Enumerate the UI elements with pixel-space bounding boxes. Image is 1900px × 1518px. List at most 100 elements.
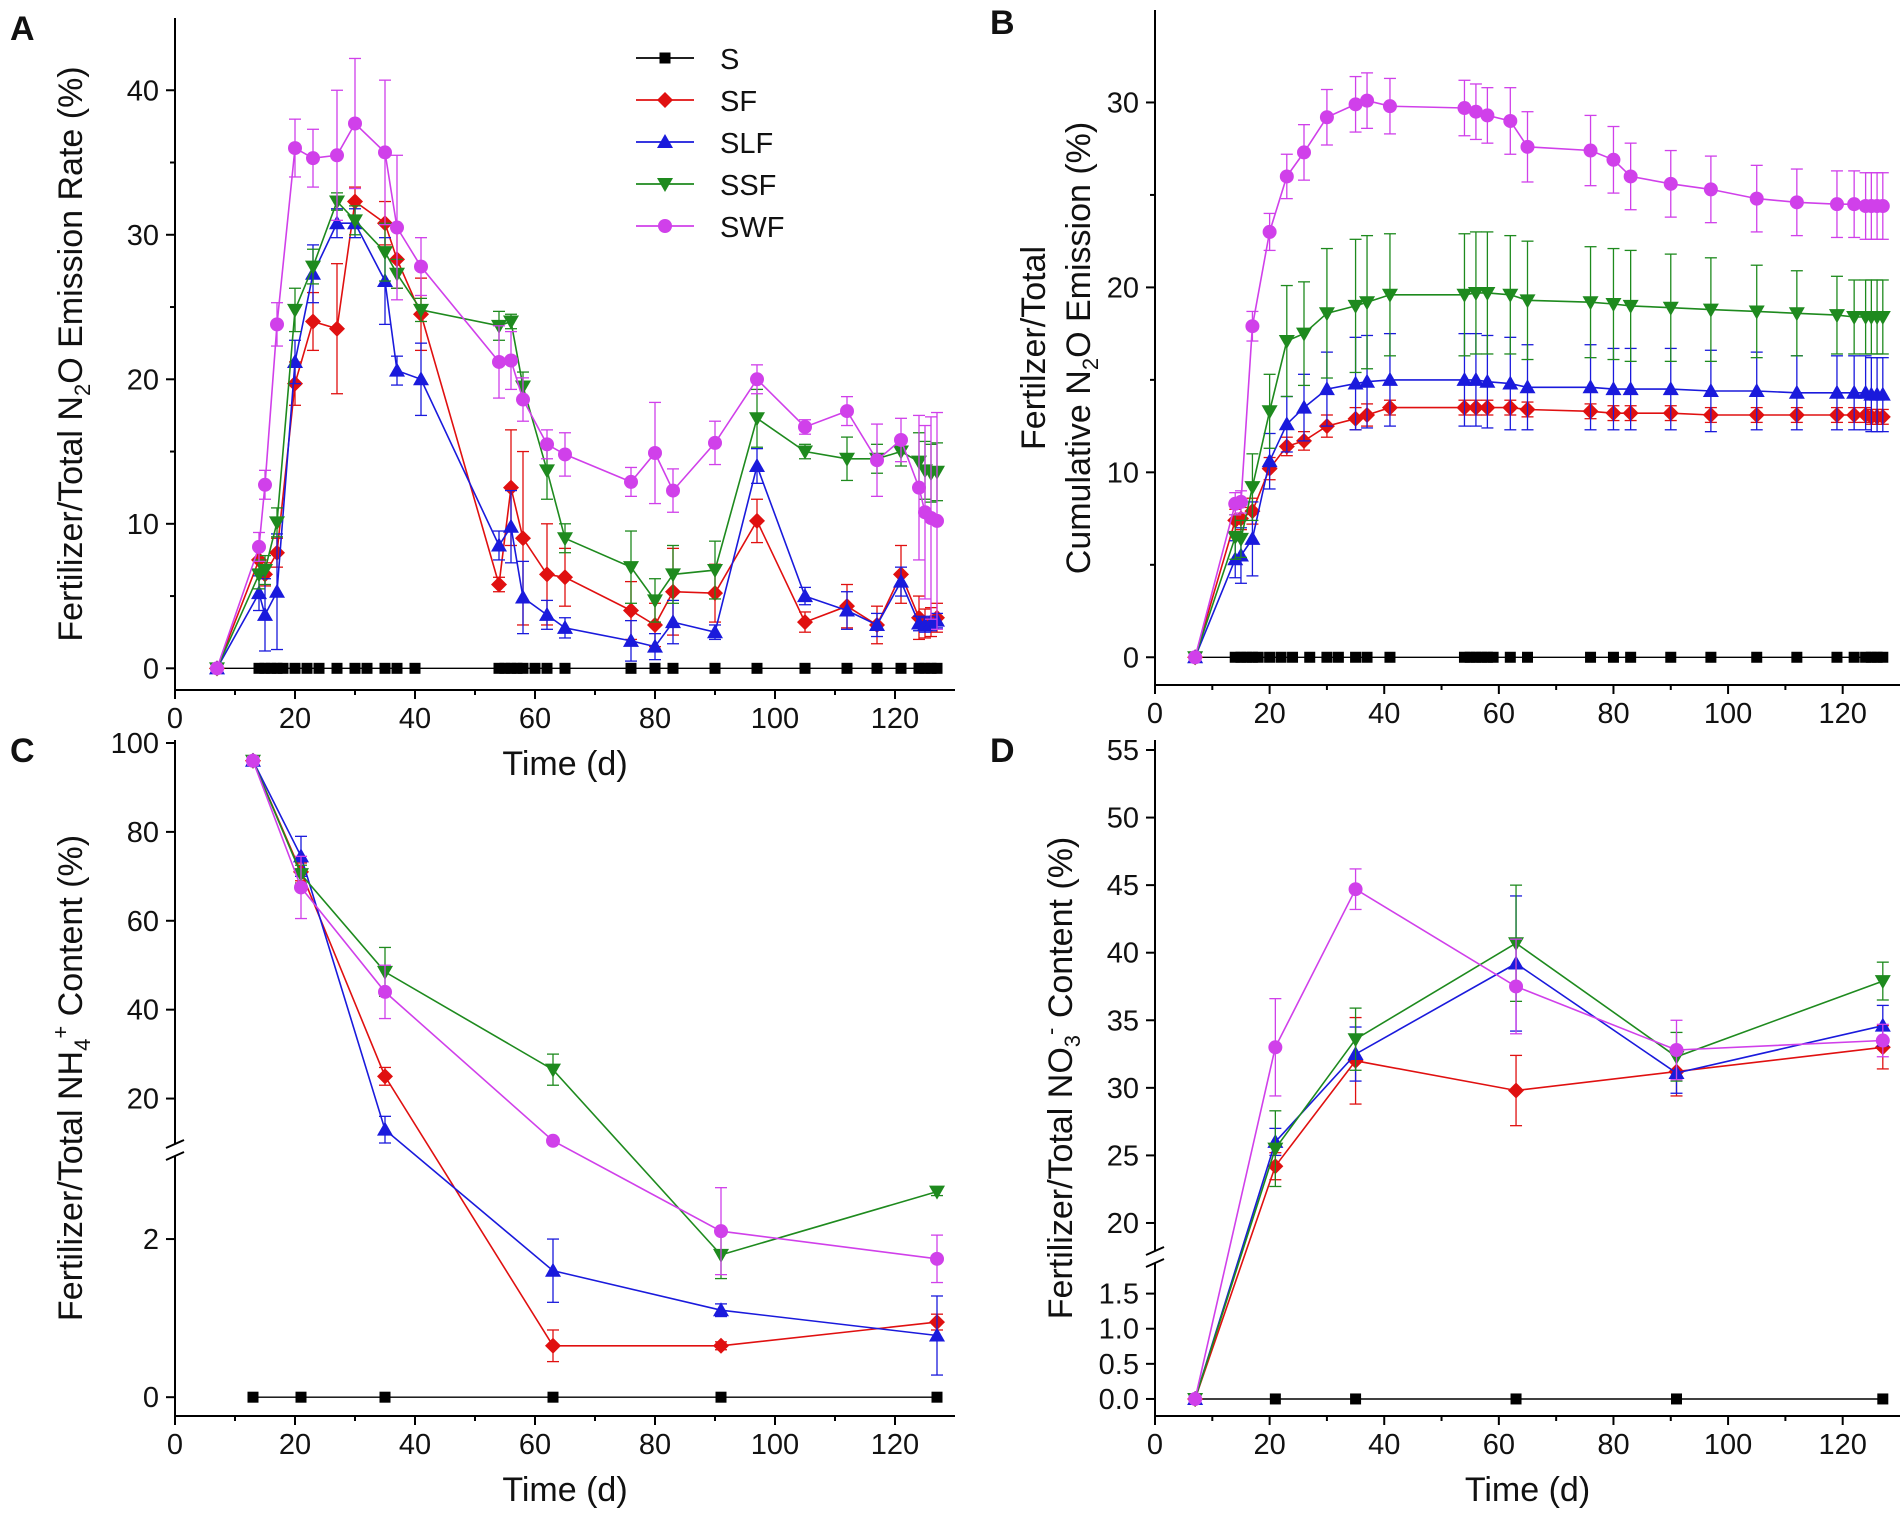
x-axis-title: Time (d) — [502, 745, 627, 783]
data-point-slf — [1702, 382, 1719, 397]
y-tick-label: 0.5 — [1099, 1349, 1139, 1381]
x-tick-label: 20 — [279, 1429, 311, 1461]
data-point-sf — [557, 569, 573, 586]
y-tick-label: 80 — [127, 817, 159, 849]
data-point-s — [925, 662, 937, 674]
data-point-s — [1671, 1393, 1682, 1405]
x-tick-label: 60 — [1483, 698, 1515, 730]
data-point-ssf — [557, 532, 573, 547]
data-point-swf — [1348, 882, 1363, 897]
data-point-swf — [1703, 182, 1718, 197]
series-slf — [1187, 332, 1891, 664]
legend-item-swf: SWF — [636, 212, 784, 244]
data-point-sf — [503, 479, 519, 496]
data-point-ssf — [623, 561, 639, 576]
data-point-ssf — [1359, 296, 1376, 311]
data-point-swf — [750, 372, 764, 387]
data-point-slf — [1456, 371, 1473, 386]
data-point-s — [1877, 651, 1889, 663]
data-point-slf — [707, 624, 723, 639]
data-point-swf — [294, 880, 308, 895]
data-point-s — [649, 662, 661, 674]
data-point-s — [277, 662, 289, 674]
data-point-ssf — [797, 445, 813, 460]
data-point-s — [1321, 651, 1333, 663]
data-point-swf — [1623, 169, 1638, 184]
data-point-swf — [348, 116, 362, 131]
data-point-swf — [1360, 93, 1375, 108]
data-point-ssf — [1788, 307, 1805, 322]
data-point-s — [1269, 1393, 1281, 1405]
y-tick-label: 40 — [1107, 938, 1139, 970]
y-tick-label: 10 — [1107, 457, 1139, 489]
data-point-s — [409, 662, 421, 674]
x-axis-title: Time (d) — [1465, 1471, 1590, 1509]
data-point-s — [505, 662, 517, 674]
data-point-ssf — [1846, 310, 1863, 325]
data-point-swf — [798, 419, 812, 434]
data-point-s — [1241, 651, 1253, 663]
y-tick-label: 0 — [143, 1382, 159, 1414]
y-tick-label: 40 — [127, 995, 159, 1027]
data-point-ssf — [503, 315, 519, 330]
data-point-swf — [1262, 224, 1277, 239]
y-axis-title-part: 3 — [1060, 1035, 1085, 1047]
data-point-s — [871, 662, 883, 674]
data-point-ssf — [545, 1063, 561, 1078]
data-point-swf — [1875, 1033, 1890, 1048]
legend-marker — [657, 92, 673, 108]
data-point-swf — [1188, 650, 1203, 665]
x-tick-label: 100 — [1704, 1429, 1752, 1461]
series-line-swf — [252, 760, 938, 1260]
series-line-sf — [1194, 1046, 1883, 1400]
panel-b: B 0 20 40 60 80 100 120 0 10 20 30 Fertilzer/TotalCu… — [990, 4, 1900, 730]
axis-break-mark — [165, 1139, 185, 1149]
data-point-swf — [288, 141, 302, 156]
data-point-ssf — [1347, 299, 1364, 314]
series-ssf — [209, 192, 945, 677]
y-axis-title-part: Fertilizer/Total NH — [52, 1051, 90, 1321]
data-point-sf — [1508, 1082, 1525, 1099]
data-point-ssf — [287, 303, 303, 318]
series-ssf — [1187, 231, 1891, 666]
series-line-ssf — [1194, 942, 1884, 1400]
data-point-swf — [1188, 1391, 1203, 1406]
legend-marker — [657, 134, 673, 148]
data-point-s — [1877, 1393, 1889, 1405]
data-point-s — [313, 662, 325, 674]
data-point-ssf — [413, 303, 429, 318]
data-point-s — [1350, 1393, 1362, 1405]
series-swf — [246, 753, 944, 1284]
data-point-s — [295, 1391, 307, 1403]
data-point-s — [1246, 651, 1258, 663]
y-tick-label: 0 — [1123, 642, 1139, 674]
y-tick-label: 1.0 — [1099, 1314, 1139, 1346]
data-point-s — [349, 662, 361, 674]
y-axis-title-part: - — [1038, 1028, 1063, 1035]
data-point-s — [1481, 651, 1493, 663]
y-tick-label: 1.5 — [1099, 1279, 1139, 1311]
data-point-s — [391, 662, 403, 674]
data-point-swf — [210, 661, 224, 676]
data-point-s — [253, 662, 265, 674]
data-point-ssf — [1874, 975, 1891, 990]
data-point-ssf — [749, 412, 765, 427]
legend-marker — [659, 52, 671, 64]
legend-label: SWF — [720, 212, 784, 244]
data-point-s — [1848, 651, 1860, 663]
series-ssf — [1187, 884, 1891, 1407]
x-tick-label: 100 — [751, 1429, 799, 1461]
data-point-s — [1625, 651, 1637, 663]
data-point-swf — [270, 317, 284, 332]
data-point-swf — [1457, 101, 1472, 116]
data-point-ssf — [1479, 286, 1496, 301]
data-point-slf — [503, 518, 519, 533]
data-point-ssf — [269, 516, 285, 531]
data-point-swf — [1233, 494, 1248, 509]
data-point-s — [1522, 651, 1533, 663]
panel-letter: C — [10, 732, 35, 770]
data-point-ssf — [665, 568, 681, 583]
series-line-sf — [216, 200, 938, 669]
x-axis-title: Time (d) — [502, 1471, 627, 1509]
y-tick-label: 2 — [143, 1224, 159, 1256]
